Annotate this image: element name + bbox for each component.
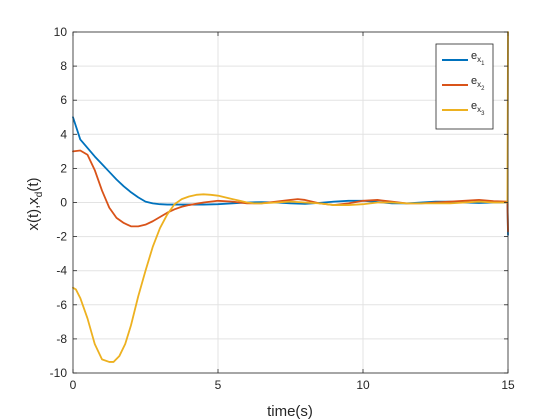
y-tick-label: 2 (60, 161, 67, 175)
series-line-3 (72, 31, 509, 363)
y-tick-label: -8 (56, 332, 67, 346)
y-tick-label: -6 (56, 298, 67, 312)
y-tick-label: -10 (50, 366, 68, 380)
tick-marks (72, 31, 509, 374)
y-tick-label: 6 (60, 93, 67, 107)
y-tick-label: -2 (56, 230, 67, 244)
legend-label-3: ex3 (471, 100, 485, 117)
x-tick-label: 10 (356, 378, 370, 392)
y-tick-label: 8 (60, 59, 67, 73)
y-tick-label: -4 (56, 264, 67, 278)
series-layer (72, 31, 509, 363)
x-axis-label: time(s) (267, 403, 313, 420)
y-axis-label: x(t),xd(t) (25, 177, 45, 230)
legend-label-1: ex1 (471, 50, 485, 67)
x-tick-label: 0 (70, 378, 77, 392)
y-tick-label: 0 (60, 196, 67, 210)
y-tick-label: 10 (54, 25, 68, 39)
x-tick-label: 15 (501, 378, 515, 392)
x-tick-label: 5 (215, 378, 222, 392)
legend-box (435, 43, 494, 130)
tick-labels: 0 5 10 15 -10 -8 -6 -4 -2 0 2 4 6 8 10 (50, 25, 515, 392)
legend: ex1 ex2 ex3 (435, 43, 494, 130)
y-tick-label: 4 (60, 127, 67, 141)
legend-label-2: ex2 (471, 75, 485, 92)
